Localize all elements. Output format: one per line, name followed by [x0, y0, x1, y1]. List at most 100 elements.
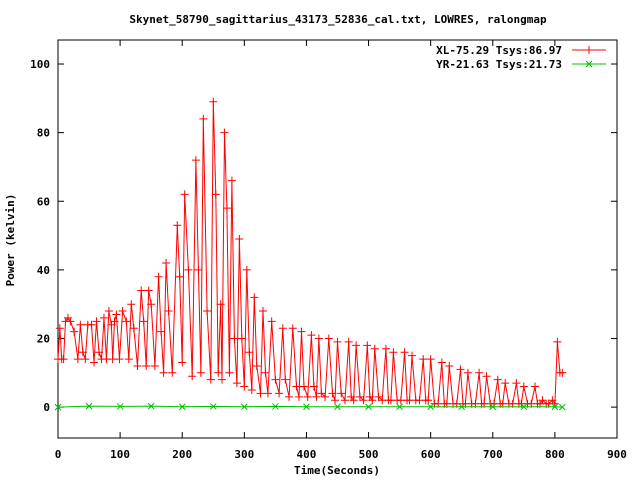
- data-point: [424, 396, 433, 405]
- data-point: [309, 382, 318, 391]
- x-tick-label: 200: [172, 448, 192, 461]
- data-point: [400, 348, 409, 357]
- data-point: [188, 372, 197, 381]
- data-point: [250, 293, 259, 302]
- y-tick-label: 20: [37, 333, 50, 346]
- y-tick-label: 80: [37, 127, 50, 140]
- data-point: [489, 403, 497, 411]
- data-point: [493, 375, 502, 384]
- data-point: [512, 379, 521, 388]
- y-axis: 0 20 40 60 80 100: [30, 58, 617, 414]
- data-point: [211, 190, 220, 199]
- data-point: [328, 389, 337, 398]
- data-point: [222, 204, 231, 213]
- data-point: [321, 392, 330, 401]
- x-tick-label: 500: [359, 448, 379, 461]
- data-point: [92, 317, 101, 326]
- data-point: [275, 389, 284, 398]
- data-point: [303, 403, 310, 411]
- data-point: [381, 344, 390, 353]
- x-tick-label: 300: [234, 448, 254, 461]
- y-tick-label: 40: [37, 264, 50, 277]
- x-tick-label: 900: [607, 448, 627, 461]
- data-point: [118, 307, 127, 316]
- data-point: [258, 307, 267, 316]
- data-point: [242, 265, 251, 274]
- data-point: [108, 355, 117, 364]
- data-point: [294, 392, 303, 401]
- data-point: [232, 379, 241, 388]
- data-point: [230, 334, 239, 343]
- data-point: [154, 272, 163, 281]
- data-point: [419, 355, 428, 364]
- data-point: [349, 396, 358, 405]
- data-point: [288, 324, 297, 333]
- data-point: [116, 403, 124, 410]
- data-point: [104, 307, 113, 316]
- data-point: [437, 358, 446, 367]
- data-point: [124, 355, 133, 364]
- series-line: [57, 101, 563, 406]
- data-point: [352, 341, 361, 350]
- data-point: [159, 368, 168, 377]
- data-point: [115, 355, 124, 364]
- data-point: [59, 355, 68, 364]
- data-point: [94, 348, 103, 357]
- x-tick-label: 0: [55, 448, 62, 461]
- data-point: [217, 375, 226, 384]
- data-point: [203, 307, 212, 316]
- data-point: [337, 389, 346, 398]
- data-point: [558, 368, 567, 377]
- data-point: [142, 361, 151, 370]
- data-point: [272, 403, 279, 410]
- data-point: [299, 382, 308, 391]
- data-point: [139, 317, 148, 326]
- x-tick-label: 400: [297, 448, 317, 461]
- data-point: [458, 403, 466, 411]
- data-point: [73, 355, 82, 364]
- legend-label: XL-75.29 Tsys:86.97: [436, 44, 562, 57]
- data-point: [178, 358, 187, 367]
- data-point: [427, 403, 435, 411]
- y-tick-label: 0: [43, 401, 50, 414]
- data-point: [312, 392, 321, 401]
- data-point: [538, 396, 547, 405]
- y-tick-label: 100: [30, 58, 50, 71]
- data-point: [303, 392, 312, 401]
- x-tick-label: 100: [110, 448, 130, 461]
- data-point: [137, 286, 146, 295]
- data-point: [168, 368, 177, 377]
- data-point: [389, 348, 398, 357]
- data-point: [175, 272, 184, 281]
- data-point: [162, 259, 171, 268]
- data-point: [227, 176, 236, 185]
- data-point: [133, 361, 142, 370]
- data-point: [214, 368, 223, 377]
- data-point: [463, 368, 472, 377]
- data-point: [206, 375, 215, 384]
- data-point: [285, 392, 294, 401]
- data-point: [81, 355, 90, 364]
- data-point: [237, 334, 246, 343]
- data-point: [235, 235, 244, 243]
- series-1: [54, 402, 566, 411]
- data-point: [355, 392, 364, 401]
- y-tick-label: 60: [37, 195, 50, 208]
- data-point: [558, 403, 566, 411]
- legend-label: YR-21.63 Tsys:21.73: [436, 58, 562, 71]
- data-point: [150, 361, 159, 370]
- data-point: [245, 348, 254, 357]
- data-point: [147, 402, 155, 410]
- data-point: [110, 317, 119, 326]
- data-point: [87, 320, 96, 329]
- data-point: [191, 156, 200, 165]
- data-point: [317, 389, 326, 398]
- data-point: [70, 327, 79, 336]
- data-point: [553, 337, 562, 346]
- data-point: [252, 361, 261, 370]
- data-point: [278, 324, 287, 333]
- data-point: [127, 300, 136, 309]
- data-point: [173, 221, 182, 230]
- data-point: [292, 382, 301, 391]
